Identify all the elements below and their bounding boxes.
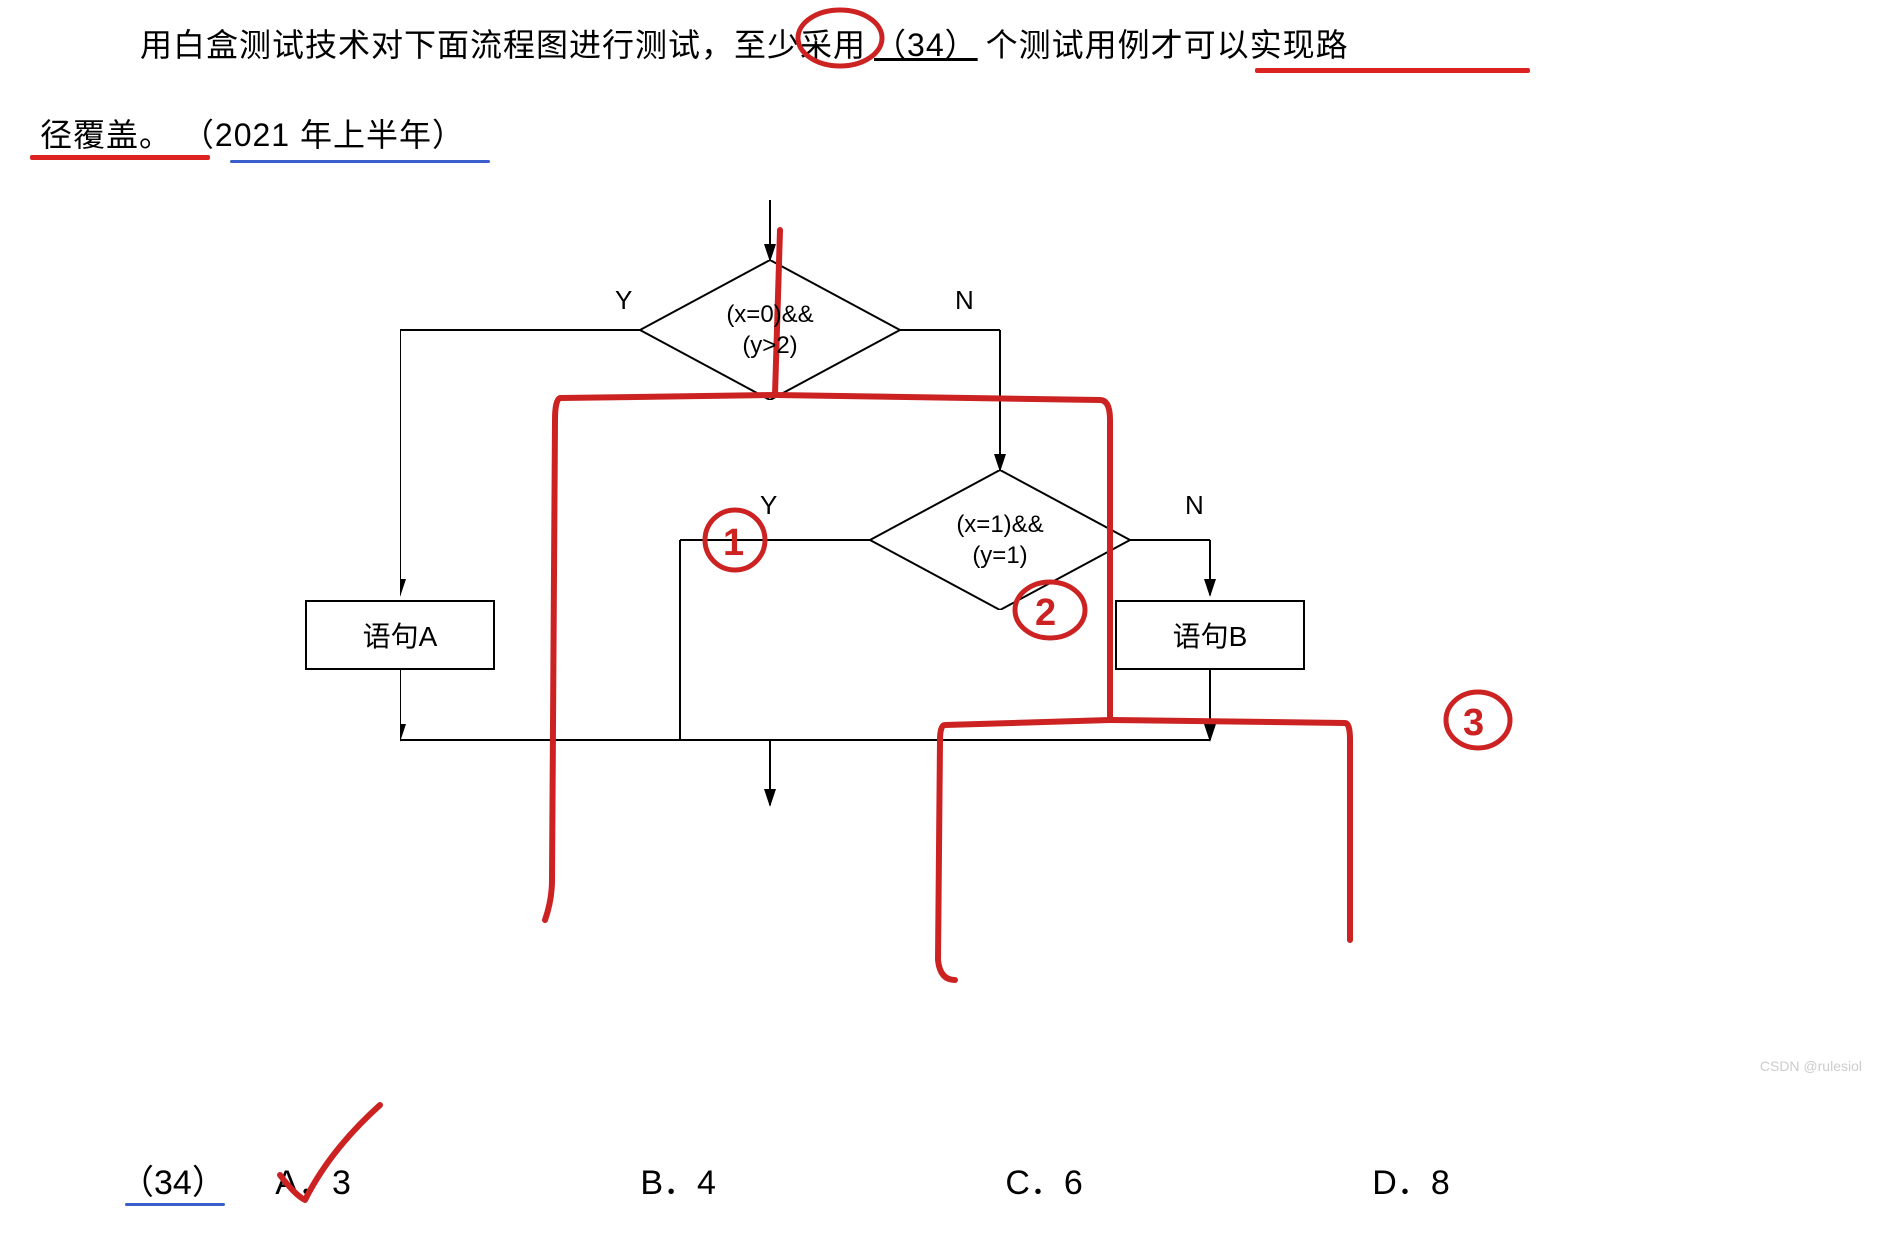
decision-2: (x=1)&& (y=1) — [870, 470, 1130, 610]
blue-underline-option-num — [125, 1203, 225, 1206]
q-post2: 个测试用例才可以实现路 — [986, 27, 1349, 63]
decision-2-yes-label: Y — [760, 490, 777, 521]
question-line-2: 径覆盖。 （2021 年上半年） — [40, 110, 465, 156]
decision-1-yes-label: Y — [615, 285, 632, 316]
q-post1: 采用 — [800, 27, 866, 63]
option-c: C．6 — [1005, 1155, 1082, 1204]
process-a-text: 语句A — [363, 615, 438, 655]
red-underline-2 — [30, 155, 210, 160]
decision-1: (x=0)&& (y>2) — [640, 260, 900, 400]
flowchart: (x=0)&& (y>2) Y N (x=1)&& (y=1) Y N 语句A … — [400, 200, 1500, 1040]
blue-underline-year — [230, 160, 490, 163]
option-b: B．4 — [640, 1155, 716, 1204]
red-underline-1 — [1255, 68, 1530, 73]
decision-2-text2: (y=1) — [956, 540, 1043, 571]
q-line2-pre: 径覆盖。 — [40, 117, 172, 153]
option-number: （34） — [120, 1155, 226, 1204]
blank-number: （34） — [866, 27, 986, 63]
process-a: 语句A — [305, 600, 495, 670]
q-year: （2021 年上半年） — [182, 117, 465, 153]
q-mid: 至少 — [734, 27, 800, 63]
q-pre: 用白盒测试技术对下面流程图进行测试， — [140, 27, 734, 63]
option-d: D．8 — [1372, 1155, 1449, 1204]
process-b: 语句B — [1115, 600, 1305, 670]
decision-1-text2: (y>2) — [726, 330, 813, 361]
flowchart-lines — [400, 200, 1500, 1040]
decision-1-text1: (x=0)&& — [726, 299, 813, 330]
process-b-text: 语句B — [1173, 615, 1248, 655]
watermark: CSDN @rulesiol — [1760, 1058, 1862, 1074]
decision-2-no-label: N — [1185, 490, 1204, 521]
decision-2-text1: (x=1)&& — [956, 509, 1043, 540]
question-line-1: 用白盒测试技术对下面流程图进行测试，至少采用（34）个测试用例才可以实现路 — [140, 20, 1349, 66]
option-a: A．3 — [275, 1155, 351, 1204]
decision-1-no-label: N — [955, 285, 974, 316]
options-row: （34） A．3 B．4 C．6 D．8 — [120, 1155, 1820, 1204]
